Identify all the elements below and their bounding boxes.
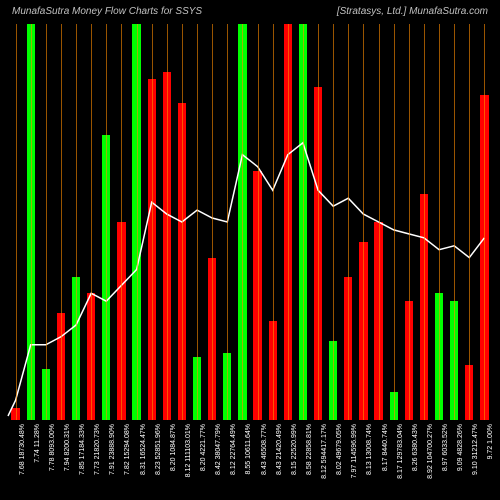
grid-line (137, 24, 138, 420)
x-axis-label: 8.43 21420.49% (276, 424, 283, 475)
grid-line (61, 24, 62, 420)
x-axis-label: 8.12 22764.49% (230, 424, 237, 475)
grid-line (197, 24, 198, 420)
x-axis-label: 8.02 49679.05% (336, 424, 343, 475)
x-axis-label: 8.55 10611.64% (245, 424, 252, 474)
grid-line (212, 24, 213, 420)
x-axis-label: 8.17 8440.74% (382, 424, 389, 471)
chart-title-left: MunafaSutra Money Flow Charts for SSYS (12, 6, 202, 17)
grid-line (46, 24, 47, 420)
grid-line (454, 24, 455, 420)
plot-area (8, 24, 492, 420)
grid-line (363, 24, 364, 420)
grid-line (167, 24, 168, 420)
x-axis-label: 7.74 11.28% (34, 424, 41, 463)
grid-line (333, 24, 334, 420)
price-polyline (8, 143, 484, 416)
grid-line (303, 24, 304, 420)
grid-line (484, 24, 485, 420)
grid-line (288, 24, 289, 420)
x-axis-label: 8.17 129783.04% (397, 424, 404, 479)
x-axis-label: 8.26 6380.43% (412, 424, 419, 471)
x-labels: 7.68 18730.48% 7.74 11.28% 7.78 8093.00% 7.… (8, 424, 492, 500)
x-axis-label: 8.58 22858.81% (306, 424, 313, 475)
x-axis-label: 8.42 38047.79% (215, 424, 222, 475)
grid-line (152, 24, 153, 420)
grid-line (182, 24, 183, 420)
x-axis-label: 8.15 22520.99% (291, 424, 298, 475)
grid-line (106, 24, 107, 420)
x-axis-label: 8.23 52851.96% (155, 424, 162, 475)
grid-line (439, 24, 440, 420)
x-axis-label: 9.10 31212.47% (472, 424, 479, 475)
grid-line (379, 24, 380, 420)
grid-line (469, 24, 470, 420)
x-axis-label: 7.91 23888.90% (109, 424, 116, 475)
grid-line (273, 24, 274, 420)
x-axis-label: 7.78 8093.00% (49, 424, 56, 471)
x-axis-label: 8.13 13008.74% (366, 424, 373, 475)
chart-title-row: MunafaSutra Money Flow Charts for SSYS [… (0, 6, 500, 17)
grid-line (424, 24, 425, 420)
x-axis-label: 7.73 21820.73% (94, 424, 101, 475)
grid-line (318, 24, 319, 420)
grid-line (31, 24, 32, 420)
x-axis-label: 7.82 15294.08% (124, 424, 131, 475)
x-axis-label: 7.94 8200.31% (64, 424, 71, 471)
x-axis-label: 9.72 1.00% (487, 424, 494, 459)
grid-line (348, 24, 349, 420)
x-axis-label: 7.68 18730.48% (19, 424, 26, 475)
price-line (8, 24, 492, 420)
x-axis-label: 8.20 4221.77% (200, 424, 207, 471)
x-axis-label: 7.97 114596.99% (351, 424, 358, 478)
x-axis-label: 8.12 594417.17% (321, 424, 328, 479)
grid-line (121, 24, 122, 420)
x-axis-label: 8.12 111103.01% (185, 424, 192, 477)
grid-line (242, 24, 243, 420)
grid-line (227, 24, 228, 420)
grid-line (258, 24, 259, 420)
money-flow-chart: MunafaSutra Money Flow Charts for SSYS [… (0, 0, 500, 500)
x-axis-label: 8.43 46508.77% (261, 424, 268, 475)
grid-line (394, 24, 395, 420)
x-axis-label: 9.09 4828.26% (457, 424, 464, 471)
x-axis-label: 8.31 16524.47% (140, 424, 147, 475)
chart-title-right: [Stratasys, Ltd.] MunafaSutra.com (337, 6, 488, 17)
grid-line (91, 24, 92, 420)
x-axis-label: 8.20 1084.87% (170, 424, 177, 471)
grid-line (16, 24, 17, 420)
x-axis-label: 8.97 6033.52% (442, 424, 449, 471)
grid-line (76, 24, 77, 420)
x-axis-label: 8.92 104700.27% (427, 424, 434, 479)
grid-line (409, 24, 410, 420)
x-axis-label: 7.85 17184.33% (79, 424, 86, 475)
